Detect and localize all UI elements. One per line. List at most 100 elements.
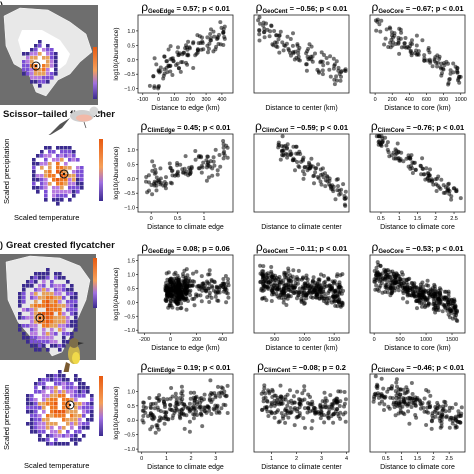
data-point (406, 153, 411, 158)
map-cell (60, 186, 64, 190)
x-tick-label: 1 (202, 216, 205, 222)
y-tick-label: −0.5 (124, 433, 135, 439)
map-cell (42, 300, 46, 304)
x-tick-label: 1 (398, 216, 401, 222)
data-point (223, 286, 228, 290)
map-cell (54, 300, 58, 304)
map-cell (60, 194, 64, 198)
data-point (374, 28, 379, 33)
map-cell (78, 430, 82, 434)
map-cell (66, 402, 70, 406)
map-cell (40, 154, 44, 158)
map-cell (56, 182, 60, 186)
data-point (291, 156, 296, 161)
data-point (324, 398, 329, 403)
map-cell (18, 296, 22, 300)
map-cell (34, 300, 38, 304)
data-point (374, 265, 379, 270)
data-point (206, 175, 211, 180)
data-point (410, 281, 415, 286)
data-point (158, 409, 163, 414)
data-point (323, 171, 327, 176)
data-point (342, 194, 347, 198)
data-point (395, 384, 399, 389)
data-point (210, 285, 215, 290)
data-point (265, 285, 270, 290)
data-point (276, 408, 280, 413)
map-cell (50, 296, 54, 300)
data-point (208, 378, 213, 383)
map-cell (58, 304, 62, 308)
rho-subscript: GeoEdge (148, 249, 175, 255)
data-point (272, 281, 277, 286)
map-cell (44, 170, 48, 174)
map-cell (34, 406, 38, 410)
map-cell (62, 442, 66, 446)
data-point (343, 397, 348, 402)
data-point (221, 139, 226, 143)
data-point (275, 286, 280, 291)
map-cell (54, 296, 58, 300)
x-tick-label: 0.5 (377, 216, 385, 222)
data-point (200, 281, 205, 286)
data-point (410, 42, 415, 46)
x-tick-label: 2.5 (445, 456, 453, 462)
data-point (447, 417, 452, 422)
map-cell (42, 288, 46, 292)
data-point (198, 400, 203, 405)
data-point (376, 395, 381, 400)
data-point (392, 33, 397, 38)
map-cell (66, 418, 70, 422)
data-point (169, 181, 174, 186)
data-point (269, 269, 274, 274)
data-point (164, 417, 169, 421)
rho-statistic: = −0.53; p < 0.01 (404, 244, 464, 253)
map-cell (50, 52, 54, 56)
data-point (185, 47, 190, 52)
scatter-panel-7: ρGeoEdge = 0.08; p = 0.06−1.0−0.50.00.51… (113, 240, 234, 352)
bird-belly (72, 352, 80, 364)
x-tick-label: 3 (320, 456, 323, 462)
data-point (294, 144, 299, 149)
map-cell (38, 434, 42, 438)
y-tick-label: 0.0 (127, 300, 135, 306)
map-cell (22, 72, 26, 76)
map-cell (38, 80, 42, 84)
data-point (221, 277, 226, 281)
data-point (310, 418, 315, 423)
rho-statistic: = −0.76; p < 0.01 (404, 123, 464, 132)
data-point (162, 54, 167, 59)
map-cell (54, 390, 58, 394)
map-cell (34, 348, 38, 352)
data-point (308, 395, 312, 399)
data-point (297, 45, 302, 50)
map-cell (74, 328, 78, 332)
map-cell (50, 304, 54, 308)
data-point (326, 277, 331, 282)
map-cell (44, 146, 48, 150)
x-axis-label: Distance to climate edge (147, 224, 224, 231)
data-point (418, 401, 423, 406)
data-point (169, 169, 174, 173)
data-point (266, 414, 271, 418)
map-cell (46, 386, 50, 390)
data-point (262, 386, 267, 391)
map-cell (70, 398, 74, 402)
data-point (458, 74, 463, 79)
map-cell (30, 296, 34, 300)
data-point (321, 63, 326, 68)
map-cell (38, 402, 42, 406)
data-point (322, 390, 327, 395)
map-cell (30, 406, 34, 410)
data-point (192, 401, 197, 406)
map-cell (74, 410, 78, 414)
data-point (154, 62, 159, 67)
map-cell (56, 162, 60, 166)
data-point (415, 306, 419, 311)
data-point (383, 36, 388, 41)
map-cell (50, 292, 54, 296)
map-cell (64, 190, 68, 194)
map-cell (62, 336, 66, 340)
data-point (384, 283, 389, 287)
data-point (179, 289, 183, 294)
